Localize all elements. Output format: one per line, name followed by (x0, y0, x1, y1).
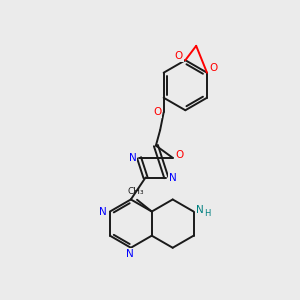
Text: CH₃: CH₃ (127, 187, 144, 196)
Text: O: O (175, 150, 183, 160)
Text: O: O (153, 107, 161, 118)
Text: O: O (209, 63, 217, 73)
Text: N: N (99, 206, 107, 217)
Text: H: H (204, 209, 210, 218)
Text: N: N (125, 249, 133, 259)
Text: N: N (196, 205, 203, 215)
Text: N: N (169, 172, 177, 182)
Text: N: N (129, 153, 136, 163)
Text: O: O (175, 51, 183, 61)
